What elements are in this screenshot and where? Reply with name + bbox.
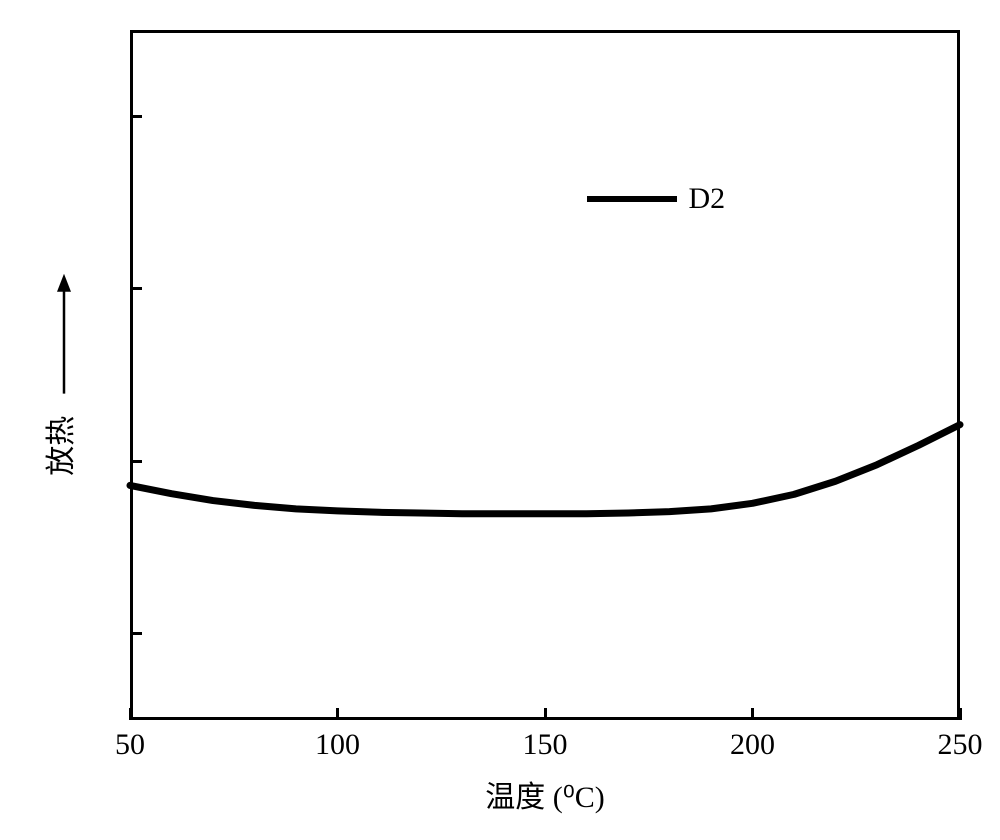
x-tick: [544, 708, 547, 720]
y-axis-label: 放热: [36, 274, 80, 476]
x-tick: [959, 708, 962, 720]
x-tick-label: 150: [523, 728, 568, 762]
x-tick-label: 250: [938, 728, 983, 762]
x-tick-label: 50: [115, 728, 145, 762]
dsc-chart-figure: 50 100 150 200 250 温度 (⁰C) 放热 D2: [0, 0, 1000, 840]
legend-swatch: [587, 196, 677, 202]
x-tick: [336, 708, 339, 720]
legend-label: D2: [689, 182, 726, 216]
x-axis-label-text: 温度 (⁰C): [485, 781, 605, 814]
plot-svg: [0, 0, 1000, 840]
x-tick: [751, 708, 754, 720]
arrow-icon: [54, 274, 74, 394]
legend: D2: [587, 182, 726, 216]
y-tick: [130, 460, 142, 463]
series-line-D2: [130, 425, 960, 514]
x-axis-label: 温度 (⁰C): [485, 772, 605, 816]
y-axis-label-text: 放热: [45, 416, 78, 476]
x-tick-label: 100: [315, 728, 360, 762]
legend-item: D2: [587, 182, 726, 216]
x-tick-label: 200: [730, 728, 775, 762]
y-tick: [130, 115, 142, 118]
y-tick: [130, 632, 142, 635]
y-tick: [130, 287, 142, 290]
x-tick: [129, 708, 132, 720]
